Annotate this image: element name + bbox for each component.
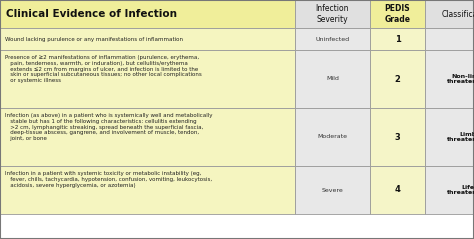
Bar bbox=[370, 50, 425, 108]
Text: 4: 4 bbox=[394, 185, 401, 195]
Text: PEDIS
Grade: PEDIS Grade bbox=[384, 4, 410, 24]
Text: 1: 1 bbox=[394, 34, 401, 43]
Text: Uninfected: Uninfected bbox=[315, 37, 349, 42]
Bar bbox=[0, 108, 295, 166]
Bar bbox=[370, 0, 425, 28]
Text: Non-limb
threatening: Non-limb threatening bbox=[447, 74, 474, 84]
Text: Moderate: Moderate bbox=[318, 135, 347, 140]
Text: 2: 2 bbox=[394, 75, 401, 83]
Text: Mild: Mild bbox=[326, 76, 339, 81]
Bar bbox=[425, 108, 474, 166]
Bar bbox=[425, 0, 474, 28]
Text: Limb
threatening: Limb threatening bbox=[447, 132, 474, 142]
Bar bbox=[425, 28, 474, 50]
Bar bbox=[0, 50, 295, 108]
Text: Classification: Classification bbox=[442, 10, 474, 18]
Bar bbox=[295, 108, 370, 166]
Bar bbox=[295, 0, 370, 28]
Text: Life
threatening: Life threatening bbox=[447, 185, 474, 196]
Bar bbox=[295, 166, 370, 214]
Text: Severe: Severe bbox=[322, 188, 343, 192]
Bar bbox=[295, 28, 370, 50]
Text: Clinical Evidence of Infection: Clinical Evidence of Infection bbox=[6, 9, 177, 19]
Text: 3: 3 bbox=[395, 132, 401, 141]
Bar bbox=[370, 108, 425, 166]
Bar bbox=[425, 166, 474, 214]
Text: Infection in a patient with systemic toxicity or metabolic instability (eg,
   f: Infection in a patient with systemic tox… bbox=[5, 171, 212, 188]
Bar bbox=[0, 166, 295, 214]
Text: Infection
Severity: Infection Severity bbox=[316, 4, 349, 24]
Bar bbox=[0, 28, 295, 50]
Text: Presence of ≥2 manifestations of inflammation (purulence, erythema,
   pain, ten: Presence of ≥2 manifestations of inflamm… bbox=[5, 55, 202, 83]
Bar bbox=[0, 0, 295, 28]
Bar bbox=[425, 50, 474, 108]
Bar bbox=[370, 166, 425, 214]
Bar bbox=[370, 28, 425, 50]
Text: Infection (as above) in a patient who is systemically well and metabolically
   : Infection (as above) in a patient who is… bbox=[5, 113, 212, 141]
Text: Wound lacking purulence or any manifestations of inflammation: Wound lacking purulence or any manifesta… bbox=[5, 37, 183, 42]
Bar bbox=[295, 50, 370, 108]
